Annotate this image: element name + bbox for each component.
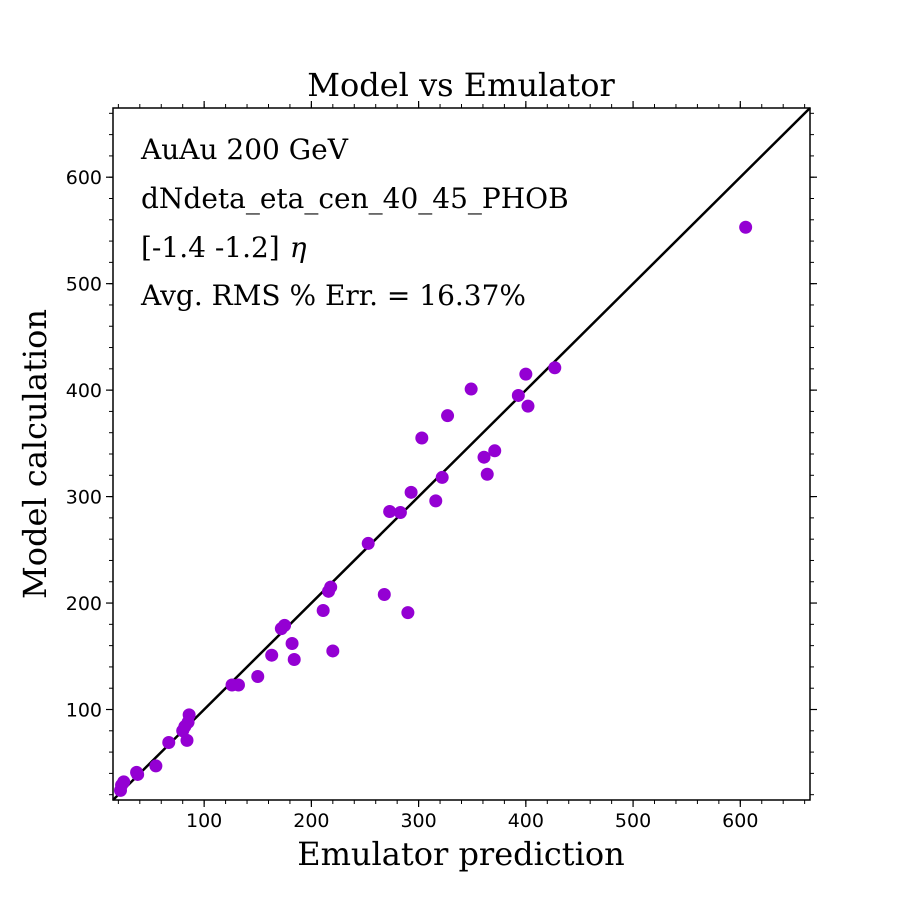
- data-point: [265, 648, 279, 662]
- axis-ticks: 100 200 300 400 500 600 100 200 300 400 500 600: [66, 101, 817, 832]
- data-point: [117, 775, 131, 789]
- data-point: [180, 733, 194, 747]
- data-point: [131, 767, 145, 781]
- plot-frame: [112, 107, 811, 801]
- data-point: [251, 670, 265, 684]
- data-point: [326, 644, 340, 658]
- y-tick-label: 100: [66, 700, 102, 722]
- data-point: [401, 606, 415, 620]
- y-tick-label: 200: [66, 593, 102, 615]
- data-point: [162, 736, 176, 750]
- eta-symbol: η: [290, 231, 307, 264]
- data-point: [511, 388, 525, 402]
- data-point: [521, 399, 535, 413]
- data-point: [739, 220, 753, 234]
- data-point: [324, 580, 338, 594]
- annotation-system: AuAu 200 GeV: [140, 133, 349, 166]
- x-tick-label: 500: [615, 810, 651, 832]
- eta-range-value: [-1.4 -1.2]: [141, 231, 280, 264]
- x-axis-label: Emulator prediction: [297, 835, 625, 873]
- data-point: [441, 409, 455, 423]
- data-point: [435, 470, 449, 484]
- y-tick-label: 600: [66, 167, 102, 189]
- y-tick-label: 300: [66, 487, 102, 509]
- data-point: [480, 467, 494, 481]
- data-point: [429, 494, 443, 508]
- data-point: [383, 504, 397, 518]
- data-point: [287, 652, 301, 666]
- data-point: [231, 678, 245, 692]
- annotation-error: Avg. RMS % Err. = 16.37%: [140, 279, 526, 312]
- data-point: [415, 431, 429, 445]
- x-tick-label: 200: [293, 810, 329, 832]
- data-point: [285, 637, 299, 651]
- data-point: [149, 759, 163, 773]
- data-point: [464, 382, 478, 396]
- data-points: [114, 220, 753, 797]
- x-tick-label: 100: [186, 810, 222, 832]
- data-point: [278, 618, 292, 632]
- data-point: [519, 367, 533, 381]
- data-point: [488, 444, 502, 458]
- data-point: [477, 450, 491, 464]
- annotation-observable: dNdeta_eta_cen_40_45_PHOB: [141, 182, 569, 215]
- data-point: [377, 588, 391, 602]
- data-point: [182, 708, 196, 722]
- data-point: [361, 536, 375, 550]
- annotation-eta-range: [-1.4 -1.2] η: [141, 231, 307, 264]
- x-tick-label: 600: [722, 810, 758, 832]
- x-tick-label: 400: [508, 810, 544, 832]
- chart-title: Model vs Emulator: [307, 66, 615, 104]
- data-point: [393, 506, 407, 520]
- data-point: [404, 485, 418, 499]
- y-tick-label: 500: [66, 274, 102, 296]
- data-point: [316, 603, 330, 617]
- x-tick-label: 300: [400, 810, 436, 832]
- y-tick-label: 400: [66, 380, 102, 402]
- data-point: [548, 361, 562, 375]
- y-axis-label: Model calculation: [16, 309, 54, 599]
